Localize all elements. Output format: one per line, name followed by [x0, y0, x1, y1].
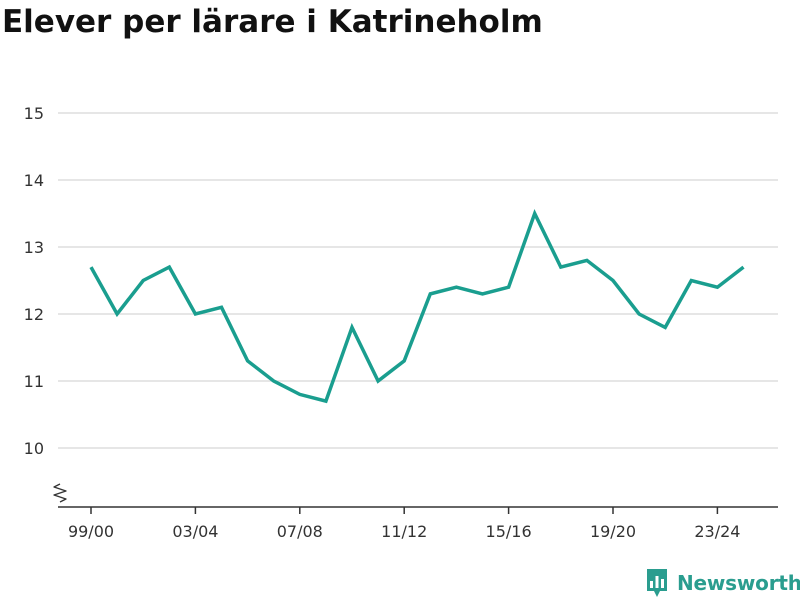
x-axis-ticks: 99/00 03/04 07/08 11/12 15/16 19/20 23/24	[68, 522, 741, 541]
axis-break-icon	[53, 483, 67, 503]
data-point	[481, 292, 484, 295]
y-axis-ticks: 10 11 12 13 14 15	[24, 104, 44, 458]
x-axis	[53, 483, 778, 514]
newsworthy-logo-icon	[647, 569, 667, 597]
y-tick-label: 15	[24, 104, 44, 123]
data-point	[350, 326, 353, 329]
y-tick-label: 12	[24, 305, 44, 324]
data-point	[298, 393, 301, 396]
data-point	[142, 279, 145, 282]
chart-title: Elever per lärare i Katrineholm	[2, 4, 543, 40]
x-tick-label: 19/20	[590, 522, 636, 541]
data-point	[403, 359, 406, 362]
data-point	[194, 312, 197, 315]
x-tick-label: 23/24	[694, 522, 740, 541]
y-tick-label: 11	[24, 372, 44, 391]
data-point	[533, 212, 536, 215]
data-point	[89, 266, 92, 269]
data-point	[324, 400, 327, 403]
x-tick-label: 03/04	[172, 522, 218, 541]
x-tick-label: 99/00	[68, 522, 114, 541]
series-layer	[89, 208, 745, 404]
series-line	[89, 208, 745, 404]
data-point	[272, 379, 275, 382]
data-point	[638, 312, 641, 315]
data-point	[507, 286, 510, 289]
data-point	[559, 266, 562, 269]
data-point	[377, 379, 380, 382]
data-point	[611, 279, 614, 282]
y-tick-label: 14	[24, 171, 44, 190]
data-point	[690, 279, 693, 282]
y-tick-label: 10	[24, 439, 44, 458]
data-point	[664, 326, 667, 329]
data-point	[168, 266, 171, 269]
brand-name: Newsworthy	[677, 571, 800, 595]
data-point	[116, 312, 119, 315]
data-point	[742, 266, 745, 269]
data-point	[220, 306, 223, 309]
y-tick-label: 13	[24, 238, 44, 257]
data-point	[716, 286, 719, 289]
x-tick-label: 15/16	[486, 522, 532, 541]
data-point	[429, 292, 432, 295]
newsworthy-branding: Newsworthy	[645, 568, 800, 598]
gridlines	[58, 112, 778, 449]
x-tick-label: 07/08	[277, 522, 323, 541]
data-point	[585, 259, 588, 262]
data-point	[246, 359, 249, 362]
data-point	[455, 286, 458, 289]
x-tick-label: 11/12	[381, 522, 427, 541]
